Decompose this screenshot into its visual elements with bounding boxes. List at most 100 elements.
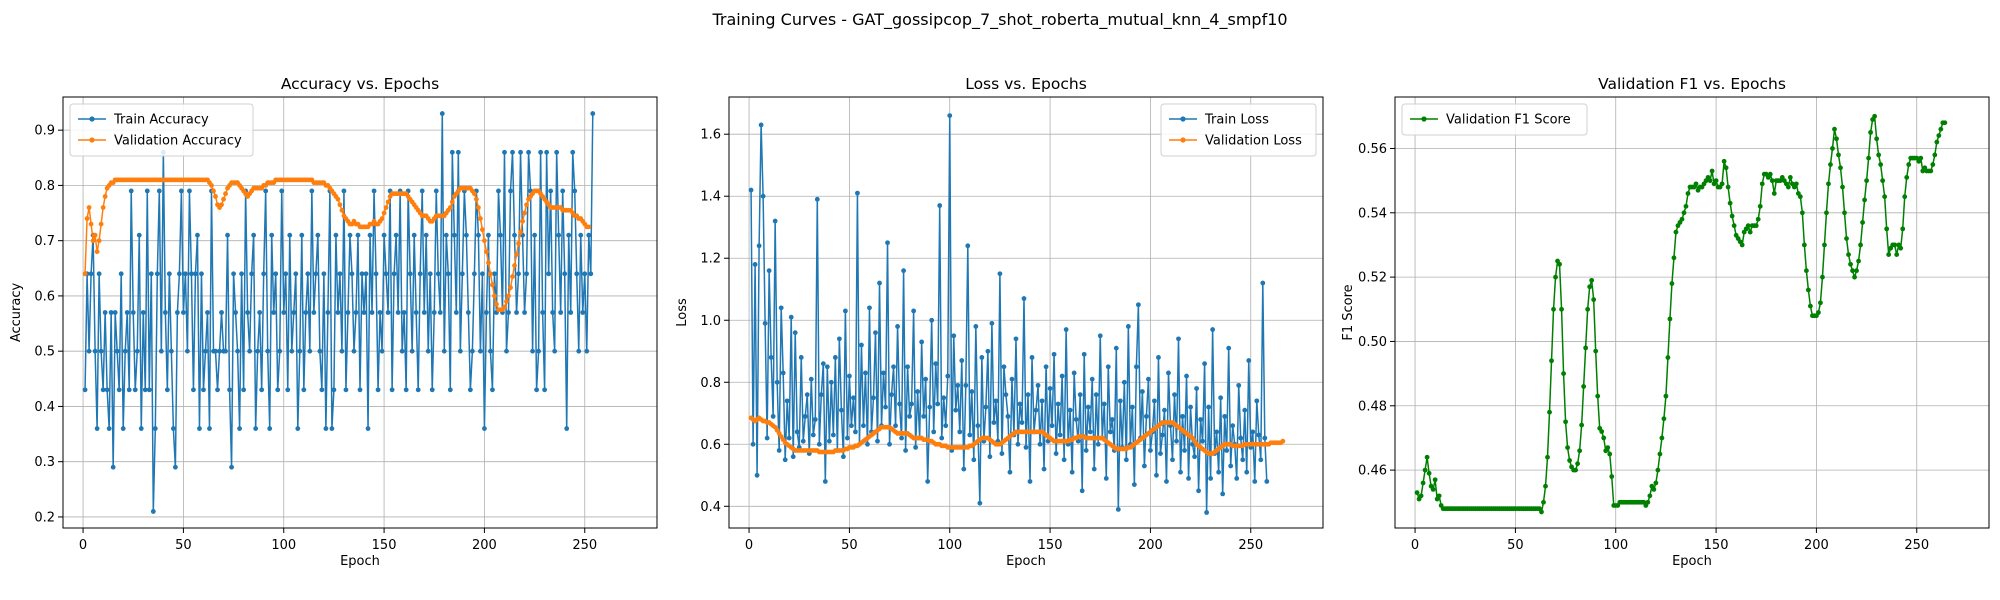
data-point [1651,487,1657,492]
chart-panel-2: 0 50 100 150 200 250 0.4 0.6 0.8 1.0 1.2 1.4 1.6 Loss… [675,75,1324,569]
data-point [281,310,287,315]
data-point [780,370,786,376]
data-point [1669,281,1675,286]
data-point [1001,364,1007,370]
data-point [750,441,756,447]
data-point [417,271,423,277]
y-tick-label: 0.46 [1358,464,1387,479]
data-point [486,232,491,238]
data-point [319,387,325,393]
data-point [114,348,120,354]
data-point [524,271,529,277]
data-point [1109,417,1115,422]
data-point [1069,469,1075,475]
data-point [287,232,293,238]
data-point [1210,327,1216,332]
data-point [518,149,523,155]
data-point [1170,457,1175,463]
data-point [110,464,116,470]
data-point [1226,345,1232,351]
data-point [921,413,927,419]
data-point [830,432,836,438]
x-tick-label: 0 [1411,538,1419,553]
data-point [291,310,297,315]
data-point [1043,364,1049,370]
data-point [1860,220,1865,225]
data-point [1667,316,1673,322]
data-point [999,451,1005,456]
data-point [1208,475,1214,481]
data-point [480,227,485,233]
data-point [1017,401,1023,407]
data-point [776,448,782,453]
data-point [293,271,299,277]
data-point [431,310,437,315]
data-point [574,271,580,277]
data-point [339,207,345,213]
data-point [239,271,245,277]
data-point [933,361,939,367]
data-point [391,271,397,277]
data-point [1202,361,1207,367]
data-point [1840,184,1845,190]
data-point [102,194,108,199]
data-point [959,358,965,363]
data-point [1824,210,1829,216]
data-point [437,310,443,315]
data-point [588,271,594,277]
data-point [219,202,224,208]
data-point [506,310,511,315]
data-point [1009,376,1015,382]
data-point [351,348,357,354]
data-point [764,435,770,441]
data-point [1657,451,1663,457]
data-point [570,149,576,155]
data-point [112,310,118,315]
data-point [1858,242,1863,248]
data-point [774,379,780,385]
data-point [1886,252,1892,257]
data-point [199,271,204,277]
x-tick-label: 0 [79,538,87,553]
data-point [538,149,544,155]
y-tick-label: 0.8 [700,376,721,391]
x-tick-label: 200 [472,538,497,553]
data-point [778,305,784,311]
data-point [303,310,309,315]
data-point [138,426,144,431]
data-point [393,232,399,238]
data-point [989,320,995,326]
data-point [1430,487,1436,492]
data-point [221,196,226,202]
data-point [435,271,441,277]
data-point [1693,181,1699,187]
data-point [482,238,487,244]
legend-label: Train Loss [1204,113,1269,128]
data-point [788,314,794,320]
data-point [1013,336,1019,342]
data-point [748,187,754,193]
data-point [1256,432,1262,438]
data-point [828,379,834,385]
data-point [219,310,224,315]
data-point [1051,351,1057,357]
data-point [1591,297,1597,303]
data-point [1023,444,1029,450]
x-tick-label: 250 [572,538,597,553]
legend: Train Loss Validation Loss [1160,103,1317,157]
x-tick-label: 50 [841,538,858,553]
data-point [1605,445,1611,450]
data-point [1721,158,1727,164]
data-point [1731,223,1737,229]
data-point [1902,194,1908,200]
data-point [1872,113,1878,119]
y-tick-label: 0.2 [34,510,55,525]
data-point [269,232,275,238]
data-point [275,387,281,393]
data-point [217,348,222,354]
data-point [1685,191,1691,196]
x-axis-label: Epoch [1006,554,1046,569]
y-tick-label: 0.54 [1358,206,1387,221]
data-point [255,348,261,354]
data-point [590,111,596,116]
